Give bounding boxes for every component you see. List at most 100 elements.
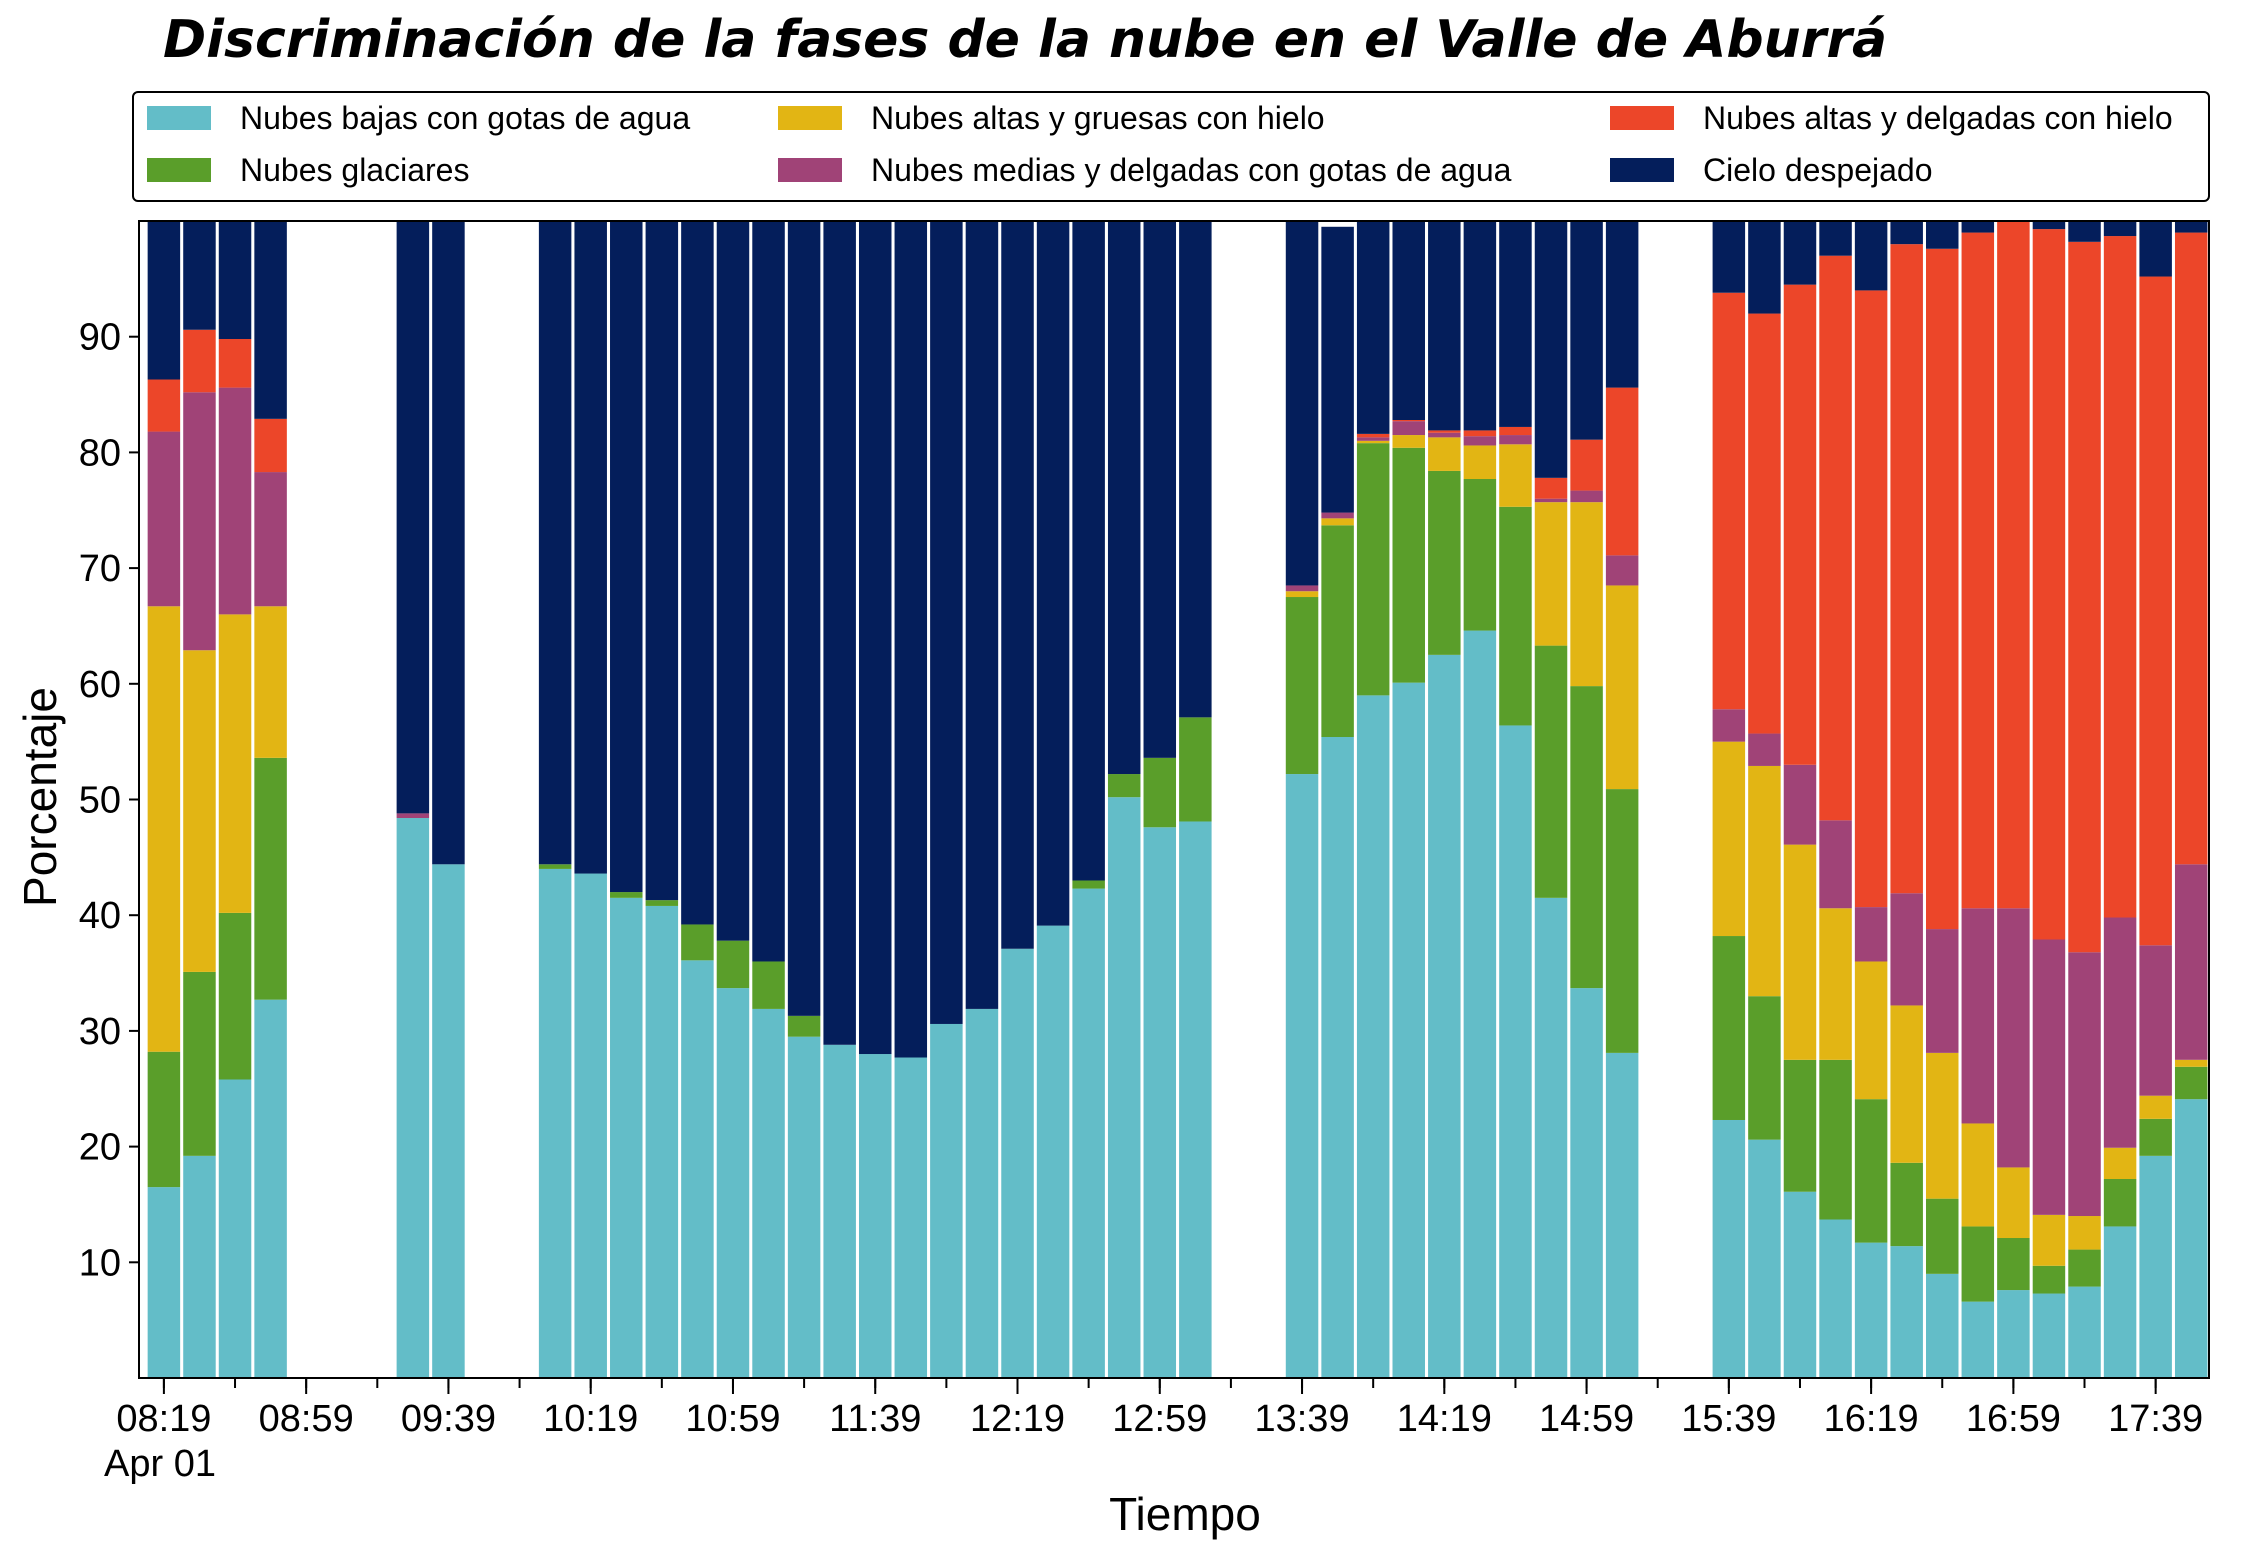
legend-label: Nubes bajas con gotas de agua	[240, 100, 690, 136]
bar-segment-3-1619	[1854, 961, 1888, 1100]
bar-segment-1-1509	[1605, 1052, 1639, 1378]
bar-segment-2-1409	[1392, 447, 1425, 683]
x-tick-label: 10:19	[543, 1398, 638, 1440]
bar-segment-5-1439	[1499, 426, 1532, 436]
legend-label: Nubes altas y gruesas con hielo	[871, 100, 1325, 136]
bar-segment-6-1359	[1356, 221, 1390, 434]
bar-segment-1-0819	[147, 1187, 181, 1378]
bar-segment-5-0849	[254, 418, 287, 473]
x-tick-label: 17:39	[2108, 1398, 2203, 1440]
bar-segment-1-1209	[965, 1008, 999, 1378]
bar-segment-1-1639	[1926, 1273, 1959, 1378]
bar-segment-4-1409	[1392, 421, 1425, 436]
x-tick-label: 14:59	[1539, 1398, 1634, 1440]
bar-segment-2-1649	[1961, 1226, 1995, 1302]
bar-segment-1-1659	[1997, 1290, 2030, 1378]
bar-segment-2-1429	[1463, 479, 1497, 631]
chart-title: Discriminación de la fases de la nube en…	[163, 10, 1887, 70]
bar-segment-6-1749	[2174, 221, 2208, 233]
bar-segment-3-1649	[1961, 1123, 1995, 1227]
bar-segment-3-1609	[1819, 908, 1852, 1060]
bar-segment-1-1309	[1179, 821, 1212, 1378]
bar-segment-4-1609	[1819, 820, 1852, 909]
legend-swatch	[1610, 158, 1674, 182]
bar-segment-4-1649	[1961, 908, 1995, 1124]
bar-segment-2-1439	[1499, 506, 1532, 726]
bar-segment-2-1459	[1570, 686, 1603, 989]
bar-segment-2-0829	[183, 971, 216, 1156]
bar-segment-6-1349	[1321, 226, 1354, 513]
bar-segment-1-1009	[538, 868, 572, 1378]
bar-segment-1-1039	[645, 905, 679, 1378]
x-tick-label: 10:59	[685, 1398, 780, 1440]
bar-segment-6-1309	[1179, 221, 1212, 718]
bar-segment-1-1739	[2139, 1155, 2172, 1378]
bar-segment-5-1629	[1890, 244, 1923, 894]
bar-segment-1-1609	[1819, 1219, 1852, 1378]
bar-segment-1-1149	[894, 1057, 928, 1378]
bar-segment-4-1419	[1428, 432, 1461, 438]
bar-segment-1-0839	[218, 1079, 252, 1378]
bar-segment-1-1239	[1072, 888, 1105, 1378]
bar-segment-1-1629	[1890, 1246, 1923, 1378]
y-axis-label: Porcentaje	[14, 687, 66, 907]
y-tick-label: 10	[79, 1242, 121, 1284]
bar-segment-6-1539	[1712, 221, 1746, 293]
bar-segment-3-1659	[1997, 1167, 2030, 1239]
bar-segment-4-0829	[183, 392, 216, 651]
bar-segment-3-1629	[1890, 1005, 1923, 1163]
bar-segment-6-1209	[965, 221, 999, 1009]
bar-segment-4-1559	[1783, 764, 1817, 845]
bar-segment-6-1409	[1392, 221, 1425, 420]
bar-segment-2-1119	[787, 1015, 821, 1037]
x-tick-label: 13:39	[1254, 1398, 1349, 1440]
bar-segment-3-1509	[1605, 585, 1639, 790]
bar-segment-5-1459	[1570, 439, 1603, 491]
bar-segment-5-1729	[2103, 236, 2137, 918]
bar-segment-2-1359	[1356, 443, 1390, 696]
bar-segment-4-0819	[147, 431, 181, 607]
x-tick-label: 11:39	[829, 1398, 921, 1440]
bar-segment-6-1009	[538, 221, 572, 865]
bar-segment-1-1249	[1107, 797, 1141, 1378]
bar-segment-6-1619	[1854, 221, 1888, 291]
bar-segment-1-1159	[930, 1023, 963, 1378]
bar-segment-3-1549	[1748, 765, 1781, 997]
y-tick-label: 80	[79, 432, 121, 474]
y-tick-label: 30	[79, 1011, 121, 1053]
bar-segment-6-1239	[1072, 221, 1105, 881]
x-tick-label: 15:39	[1681, 1398, 1776, 1440]
bar-segment-1-1419	[1428, 654, 1461, 1379]
bar-segment-2-0819	[147, 1051, 181, 1188]
bar-segment-6-1229	[1036, 221, 1070, 926]
bar-segment-1-1229	[1036, 925, 1070, 1378]
bar-segment-3-1729	[2103, 1147, 2137, 1179]
bar-segment-3-1429	[1463, 445, 1497, 480]
bar-segment-4-1349	[1321, 512, 1354, 519]
bar-segment-6-0939	[432, 221, 465, 865]
bar-segment-4-1459	[1570, 490, 1603, 503]
bar-segment-2-1109	[752, 961, 785, 1009]
bar-segment-2-1029	[610, 892, 643, 898]
axes: 10 20 30 40 50 60 70 80 90 08:19 08:59 09:39 10:19 10…	[79, 220, 2210, 1440]
bar-segment-1-1359	[1356, 695, 1390, 1378]
bar-segment-1-1549	[1748, 1139, 1781, 1378]
bar-segment-4-1629	[1890, 893, 1923, 1006]
bar-segment-4-1659	[1997, 908, 2030, 1168]
bar-segment-2-1259	[1143, 757, 1177, 828]
bar-segment-6-1219	[1001, 221, 1034, 949]
legend-box	[132, 91, 2210, 202]
bar-segment-1-1029	[610, 897, 643, 1378]
bar-segment-3-0819	[147, 606, 181, 1052]
bar-segment-1-1109	[752, 1008, 785, 1378]
legend-label: Nubes altas y delgadas con hielo	[1703, 100, 2173, 136]
bar-segment-6-1059	[716, 221, 750, 941]
x-tick-label: 14:19	[1397, 1398, 1492, 1440]
bar-segment-2-1739	[2139, 1118, 2172, 1156]
bar-segment-2-1049	[681, 924, 714, 961]
bar-segment-3-1339	[1285, 591, 1319, 598]
bar-segment-5-1419	[1428, 430, 1461, 433]
bar-segment-5-0819	[147, 379, 181, 432]
y-tick-label: 50	[79, 780, 121, 822]
y-tick-label: 40	[79, 895, 121, 937]
